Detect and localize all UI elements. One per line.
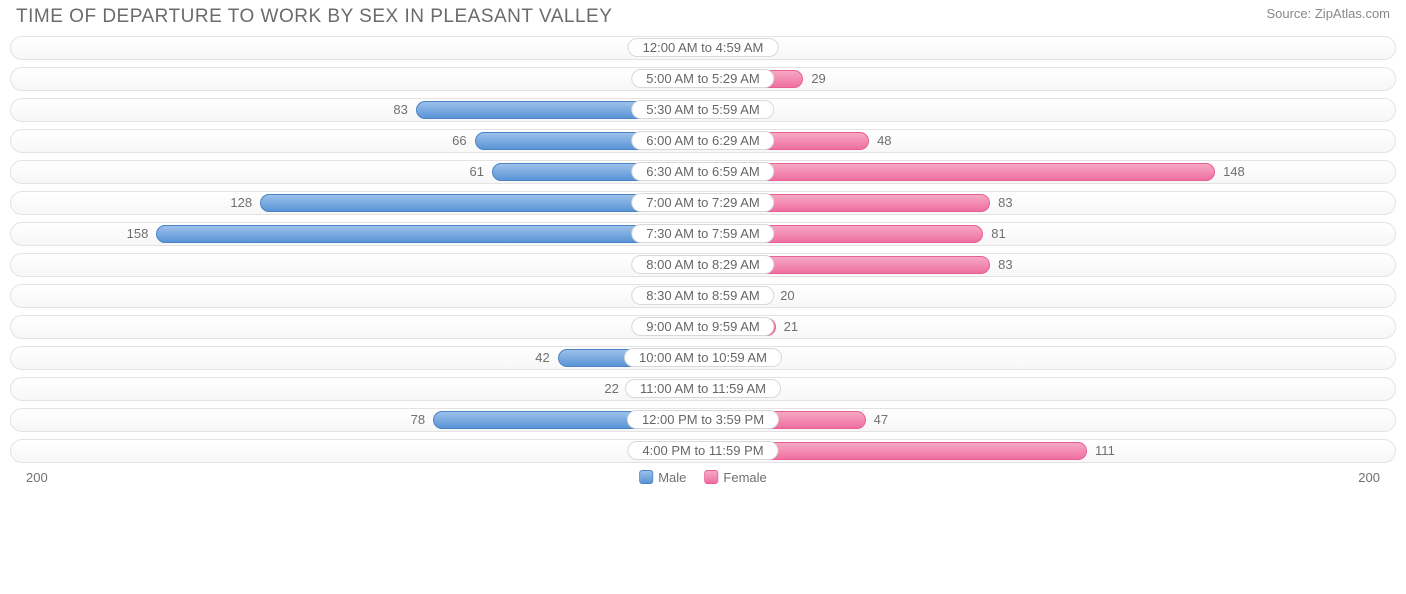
female-value: 83 bbox=[998, 257, 1012, 272]
female-value: 148 bbox=[1223, 164, 1245, 179]
female-swatch bbox=[704, 470, 718, 484]
chart-title: TIME OF DEPARTURE TO WORK BY SEX IN PLEA… bbox=[16, 6, 612, 28]
category-label: 8:00 AM to 8:29 AM bbox=[631, 255, 774, 274]
chart-source: Source: ZipAtlas.com bbox=[1266, 6, 1390, 21]
chart-row: 8012:00 AM to 4:59 AM bbox=[10, 36, 1396, 60]
chart-row: 10295:00 AM to 5:29 AM bbox=[10, 67, 1396, 91]
category-label: 5:00 AM to 5:29 AM bbox=[631, 69, 774, 88]
male-swatch bbox=[639, 470, 653, 484]
chart-row: 128 83 7:00 AM to 7:29 AM bbox=[10, 191, 1396, 215]
category-label: 8:30 AM to 8:59 AM bbox=[631, 286, 774, 305]
chart-row: 8219:00 AM to 9:59 AM bbox=[10, 315, 1396, 339]
chart-row: 158 81 7:30 AM to 7:59 AM bbox=[10, 222, 1396, 246]
category-label: 12:00 PM to 3:59 PM bbox=[627, 410, 779, 429]
male-value: 158 bbox=[127, 226, 149, 241]
category-label: 6:30 AM to 6:59 AM bbox=[631, 162, 774, 181]
male-value: 61 bbox=[469, 164, 483, 179]
category-label: 4:00 PM to 11:59 PM bbox=[627, 441, 778, 460]
male-value: 42 bbox=[535, 350, 549, 365]
female-bar bbox=[703, 163, 1215, 181]
axis-max-right: 200 bbox=[1358, 470, 1380, 485]
legend-male: Male bbox=[639, 470, 686, 485]
male-value: 78 bbox=[411, 412, 425, 427]
female-value: 48 bbox=[877, 133, 891, 148]
male-value: 128 bbox=[230, 195, 252, 210]
legend-female-label: Female bbox=[723, 470, 766, 485]
male-value: 83 bbox=[393, 102, 407, 117]
legend-female: Female bbox=[704, 470, 766, 485]
chart-row: 61 148 6:30 AM to 6:59 AM bbox=[10, 160, 1396, 184]
chart-row: 01114:00 PM to 11:59 PM bbox=[10, 439, 1396, 463]
chart-row: 13208:30 AM to 8:59 AM bbox=[10, 284, 1396, 308]
female-value: 20 bbox=[780, 288, 794, 303]
female-value: 47 bbox=[874, 412, 888, 427]
chart-row: 9838:00 AM to 8:29 AM bbox=[10, 253, 1396, 277]
chart-row: 66 48 6:00 AM to 6:29 AM bbox=[10, 129, 1396, 153]
category-label: 12:00 AM to 4:59 AM bbox=[628, 38, 779, 57]
category-label: 11:00 AM to 11:59 AM bbox=[625, 379, 781, 398]
chart-footer: 200 Male Female 200 bbox=[10, 470, 1396, 490]
male-value: 66 bbox=[452, 133, 466, 148]
chart-row: 22011:00 AM to 11:59 AM bbox=[10, 377, 1396, 401]
legend-male-label: Male bbox=[658, 470, 686, 485]
female-value: 111 bbox=[1095, 443, 1115, 458]
female-value: 83 bbox=[998, 195, 1012, 210]
chart-row: 78 47 12:00 PM to 3:59 PM bbox=[10, 408, 1396, 432]
chart-header: TIME OF DEPARTURE TO WORK BY SEX IN PLEA… bbox=[10, 6, 1396, 36]
category-label: 7:30 AM to 7:59 AM bbox=[631, 224, 774, 243]
category-label: 6:00 AM to 6:29 AM bbox=[631, 131, 774, 150]
legend: Male Female bbox=[639, 470, 767, 485]
category-label: 5:30 AM to 5:59 AM bbox=[631, 100, 774, 119]
female-value: 81 bbox=[991, 226, 1005, 241]
category-label: 10:00 AM to 10:59 AM bbox=[624, 348, 782, 367]
axis-max-left: 200 bbox=[26, 470, 48, 485]
male-value: 22 bbox=[604, 381, 618, 396]
female-value: 21 bbox=[784, 319, 798, 334]
category-label: 7:00 AM to 7:29 AM bbox=[631, 193, 774, 212]
diverging-bar-chart: 8012:00 AM to 4:59 AM10295:00 AM to 5:29… bbox=[10, 36, 1396, 463]
category-label: 9:00 AM to 9:59 AM bbox=[631, 317, 774, 336]
chart-row: 8375:30 AM to 5:59 AM bbox=[10, 98, 1396, 122]
female-value: 29 bbox=[811, 71, 825, 86]
male-bar bbox=[156, 225, 703, 243]
chart-row: 42010:00 AM to 10:59 AM bbox=[10, 346, 1396, 370]
